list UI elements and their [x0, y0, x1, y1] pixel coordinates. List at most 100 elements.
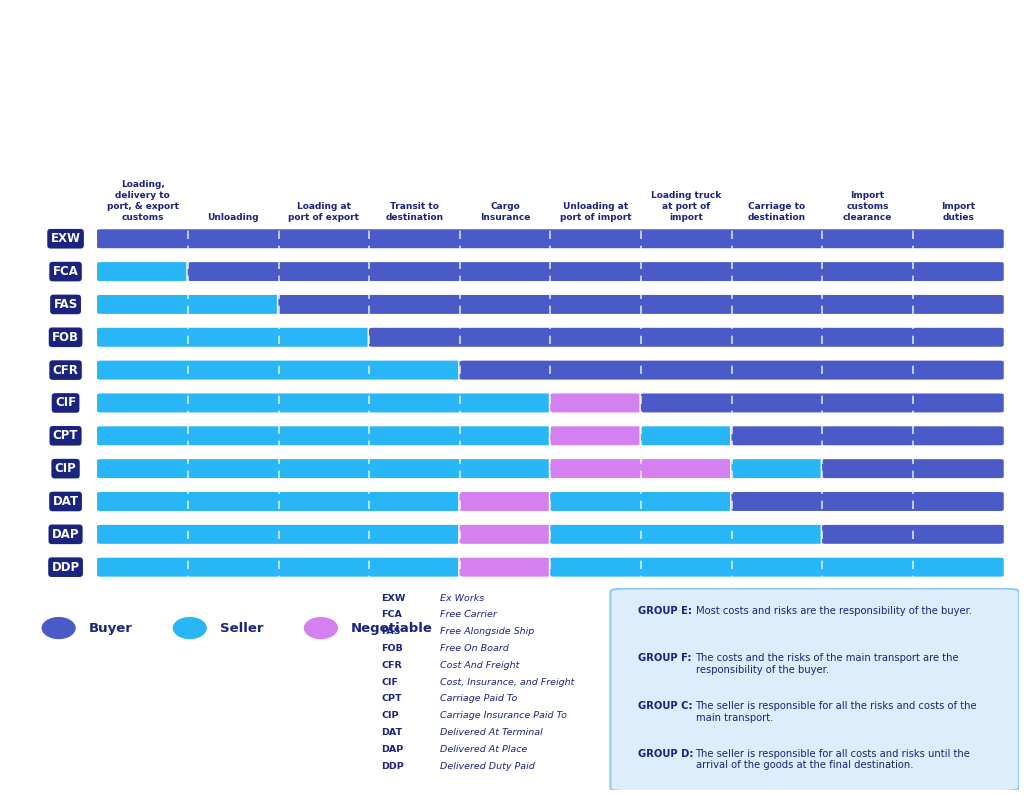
- Text: Delivered At Place: Delivered At Place: [440, 745, 527, 754]
- Bar: [97, 247, 1004, 263]
- Text: Loading truck
at port of
import: Loading truck at port of import: [651, 191, 722, 222]
- Text: FCA: FCA: [52, 265, 79, 278]
- Ellipse shape: [172, 616, 208, 640]
- Text: The seller is responsible for all the risks and costs of the
main transport.: The seller is responsible for all the ri…: [695, 701, 977, 723]
- FancyBboxPatch shape: [96, 426, 551, 446]
- FancyBboxPatch shape: [731, 491, 1005, 511]
- FancyBboxPatch shape: [96, 393, 551, 413]
- Text: Seller: Seller: [220, 622, 263, 634]
- Text: DAP: DAP: [52, 528, 79, 541]
- Text: GROUP F:: GROUP F:: [638, 653, 691, 663]
- Text: GROUP D:: GROUP D:: [638, 749, 693, 758]
- Text: Import
duties: Import duties: [941, 202, 975, 222]
- FancyBboxPatch shape: [96, 261, 188, 282]
- FancyBboxPatch shape: [459, 360, 1005, 380]
- Text: Free On Board: Free On Board: [440, 644, 509, 653]
- Text: Import
customs
clearance: Import customs clearance: [843, 191, 892, 222]
- Bar: [97, 214, 1004, 230]
- Text: Loading at
port of export: Loading at port of export: [289, 202, 359, 222]
- Text: Unloading: Unloading: [208, 214, 259, 222]
- FancyBboxPatch shape: [96, 491, 461, 511]
- Text: EXW: EXW: [50, 232, 81, 245]
- Text: FOB: FOB: [381, 644, 403, 653]
- Bar: [97, 445, 1004, 460]
- Text: FOB: FOB: [52, 331, 79, 344]
- Text: Carriage to
destination: Carriage to destination: [748, 202, 806, 222]
- Text: Cargo
Insurance: Cargo Insurance: [480, 202, 530, 222]
- Text: CIP: CIP: [381, 711, 399, 720]
- Text: FAS: FAS: [381, 627, 401, 636]
- FancyBboxPatch shape: [96, 360, 461, 380]
- Text: CPT: CPT: [381, 695, 402, 703]
- FancyBboxPatch shape: [187, 261, 1005, 282]
- FancyBboxPatch shape: [278, 295, 1005, 314]
- Bar: [97, 379, 1004, 395]
- Text: DAT: DAT: [381, 728, 402, 737]
- FancyBboxPatch shape: [821, 524, 1005, 545]
- Text: FCA: FCA: [381, 611, 402, 619]
- Text: Transit to
destination: Transit to destination: [385, 202, 443, 222]
- Text: DDP: DDP: [51, 561, 80, 574]
- Text: Cost And Freight: Cost And Freight: [440, 661, 519, 670]
- Text: Cost, Insurance, and Freight: Cost, Insurance, and Freight: [440, 677, 574, 687]
- Bar: [97, 411, 1004, 427]
- Text: EXW: EXW: [381, 594, 406, 603]
- FancyBboxPatch shape: [96, 458, 551, 479]
- FancyBboxPatch shape: [550, 458, 732, 479]
- Text: CIP: CIP: [54, 462, 77, 475]
- Text: CIF: CIF: [381, 677, 398, 687]
- FancyBboxPatch shape: [96, 229, 1005, 249]
- Text: CFR: CFR: [52, 364, 79, 376]
- FancyBboxPatch shape: [731, 458, 823, 479]
- Text: Buyer: Buyer: [89, 622, 133, 634]
- Text: DDP: DDP: [381, 761, 404, 771]
- FancyBboxPatch shape: [610, 588, 1019, 791]
- Text: GROUP E:: GROUP E:: [638, 606, 691, 616]
- FancyBboxPatch shape: [640, 426, 732, 446]
- Text: Carriage Paid To: Carriage Paid To: [440, 695, 517, 703]
- FancyBboxPatch shape: [550, 393, 642, 413]
- FancyBboxPatch shape: [640, 393, 1005, 413]
- FancyBboxPatch shape: [96, 524, 461, 545]
- FancyBboxPatch shape: [459, 557, 551, 577]
- FancyBboxPatch shape: [550, 426, 642, 446]
- Bar: [97, 510, 1004, 526]
- FancyBboxPatch shape: [459, 524, 551, 545]
- Text: Carriage Insurance Paid To: Carriage Insurance Paid To: [440, 711, 567, 720]
- Text: CFR: CFR: [381, 661, 402, 670]
- Text: DAT: DAT: [52, 495, 79, 508]
- Text: Unloading at
port of import: Unloading at port of import: [560, 202, 632, 222]
- Text: The seller is responsible for all costs and risks until the
arrival of the goods: The seller is responsible for all costs …: [695, 749, 971, 770]
- Text: Loading,
delivery to
port, & export
customs: Loading, delivery to port, & export cust…: [106, 180, 178, 222]
- Text: Free Alongside Ship: Free Alongside Ship: [440, 627, 535, 636]
- Text: The costs and the risks of the main transport are the
responsibility of the buye: The costs and the risks of the main tran…: [695, 653, 959, 675]
- Text: CPT: CPT: [53, 430, 78, 442]
- FancyBboxPatch shape: [96, 557, 461, 577]
- Text: Ex Works: Ex Works: [440, 594, 484, 603]
- Text: Delivered Duty Paid: Delivered Duty Paid: [440, 761, 535, 771]
- FancyBboxPatch shape: [96, 327, 370, 348]
- Text: Free Carrier: Free Carrier: [440, 611, 497, 619]
- Bar: [97, 346, 1004, 361]
- FancyBboxPatch shape: [96, 295, 280, 314]
- Text: Delivered At Terminal: Delivered At Terminal: [440, 728, 543, 737]
- Bar: [97, 543, 1004, 559]
- FancyBboxPatch shape: [369, 327, 1005, 348]
- FancyBboxPatch shape: [550, 557, 1005, 577]
- Ellipse shape: [41, 616, 77, 640]
- Text: Most costs and risks are the responsibility of the buyer.: Most costs and risks are the responsibil…: [695, 606, 972, 616]
- Text: DAP: DAP: [381, 745, 403, 754]
- FancyBboxPatch shape: [459, 491, 551, 511]
- Bar: [97, 313, 1004, 329]
- FancyBboxPatch shape: [550, 491, 732, 511]
- FancyBboxPatch shape: [550, 524, 823, 545]
- Text: FAS: FAS: [53, 298, 78, 311]
- Text: Negotiable: Negotiable: [351, 622, 433, 634]
- Text: GROUP C:: GROUP C:: [638, 701, 692, 711]
- Bar: [97, 280, 1004, 296]
- Text: CIF: CIF: [55, 396, 76, 410]
- FancyBboxPatch shape: [731, 426, 1005, 446]
- Ellipse shape: [303, 616, 339, 640]
- Bar: [97, 477, 1004, 493]
- FancyBboxPatch shape: [821, 458, 1005, 479]
